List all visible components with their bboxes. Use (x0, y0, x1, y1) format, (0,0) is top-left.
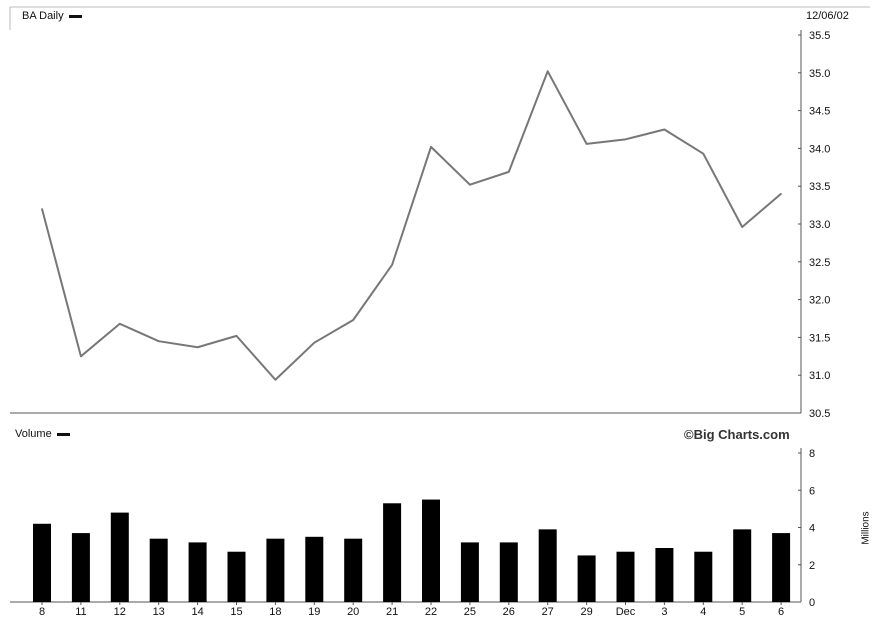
x-tick-label: 25 (464, 606, 476, 618)
volume-legend-swatch (56, 432, 70, 436)
chart-date: 12/06/02 (806, 10, 849, 22)
price-y-tick-label: 31.0 (809, 370, 830, 382)
price-point (119, 322, 121, 325)
volume-legend: Volume (15, 428, 70, 440)
volume-axis-label: Millions (860, 511, 872, 545)
price-point (469, 183, 471, 186)
x-tick-label: 22 (425, 606, 437, 618)
volume-bar (694, 551, 713, 602)
x-tick-label: 18 (269, 606, 281, 618)
price-y-tick-label: 34.5 (809, 106, 830, 118)
volume-bar (227, 551, 246, 602)
volume-y-tick-label: 8 (809, 448, 815, 460)
price-point (624, 138, 627, 141)
x-tick-label: 3 (661, 606, 667, 618)
volume-bar (422, 499, 440, 602)
price-y-tick-label: 32.0 (809, 295, 830, 307)
price-line (41, 70, 782, 381)
x-tick-label: 20 (347, 606, 359, 618)
volume-y-tick-label: 4 (809, 523, 815, 535)
volume-bar (71, 533, 90, 602)
price-legend-label: BA Daily (22, 10, 64, 22)
chart-frame: 30.5 31.0 31.5 32.0 32.5 33.0 33.5 34.0 34.5 35.0… (9, 6, 870, 618)
x-tick-label: 4 (700, 606, 706, 618)
volume-y-tick-label: 2 (809, 560, 815, 572)
volume-bar (344, 538, 363, 602)
price-point (780, 192, 782, 195)
volume-y-tick-label: 0 (809, 597, 815, 609)
volume-bar (460, 542, 479, 602)
volume-bar (305, 536, 324, 602)
price-y-tick-label: 31.5 (809, 332, 830, 344)
price-y-tick-label: 34.0 (809, 143, 830, 155)
price-point (741, 226, 743, 228)
volume-bar (149, 538, 168, 602)
x-tick-label: 19 (308, 606, 320, 618)
price-y-tick-label: 33.0 (809, 219, 830, 231)
volume-legend-label: Volume (15, 428, 52, 440)
price-point (391, 264, 393, 266)
price-series (41, 70, 782, 381)
volume-bar (110, 512, 129, 602)
x-tick-label: 12 (114, 606, 126, 618)
price-y-tick-label: 32.5 (809, 257, 830, 269)
price-point (235, 335, 238, 337)
price-y-tick-label: 35.0 (809, 68, 830, 80)
volume-bar (383, 503, 402, 602)
volume-bar (188, 542, 207, 602)
x-tick-label: 11 (75, 606, 86, 618)
x-tick-label: 27 (542, 606, 554, 618)
price-y-tick-label: 33.5 (809, 181, 830, 193)
x-tick-label: 29 (580, 606, 592, 618)
volume-bar (266, 538, 285, 602)
volume-bar (772, 533, 791, 602)
price-y-tick-label: 30.5 (809, 408, 830, 420)
price-point (585, 143, 588, 145)
price-point (41, 208, 43, 210)
watermark: ©Big Charts.com (684, 427, 790, 442)
volume-bar (655, 547, 674, 602)
price-point (546, 70, 549, 73)
price-legend-swatch (68, 14, 82, 18)
x-tick-label: 15 (230, 606, 242, 618)
volume-bar (499, 542, 518, 602)
volume-bar (538, 529, 557, 602)
price-point (430, 146, 432, 148)
price-point (313, 341, 316, 344)
x-tick-label: 26 (503, 606, 515, 618)
x-tick-label: 6 (778, 606, 784, 618)
price-point (196, 346, 199, 349)
price-point (352, 319, 355, 321)
volume-bar (616, 551, 635, 602)
x-tick-label: 8 (39, 606, 45, 618)
volume-bar (733, 529, 752, 602)
x-tick-label: Dec (616, 606, 636, 618)
price-point (508, 171, 510, 173)
price-point (80, 355, 82, 358)
price-point (663, 128, 666, 131)
volume-series (33, 499, 791, 602)
x-tick-label: 21 (386, 606, 398, 618)
x-tick-label: 5 (739, 606, 745, 618)
price-point (702, 152, 705, 155)
price-y-tick-label: 35.5 (809, 30, 830, 42)
price-point (157, 340, 160, 342)
price-legend: BA Daily (22, 10, 82, 22)
x-tick-label: 14 (191, 606, 203, 618)
volume-y-tick-label: 6 (809, 485, 815, 497)
volume-bar (33, 523, 51, 602)
price-point (274, 378, 277, 381)
volume-bar (577, 555, 596, 602)
x-tick-label: 13 (153, 606, 165, 618)
